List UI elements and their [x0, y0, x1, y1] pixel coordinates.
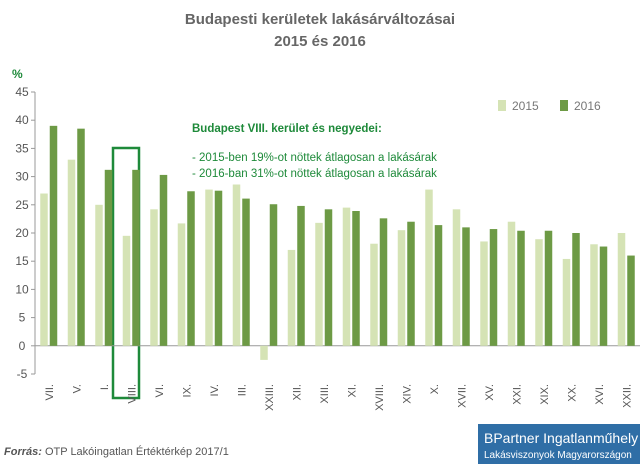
annotation-title: Budapest VIII. kerület és negyedei:: [192, 123, 382, 135]
chart-subtitle: 2015 és 2016: [274, 33, 366, 50]
x-tick-label: I.: [99, 384, 111, 390]
bar: [462, 227, 470, 346]
x-tick-label: XVII.: [456, 384, 468, 408]
x-tick-label: III.: [236, 384, 248, 396]
source: Forrás: OTP Lakóingatlan Értéktérkép 201…: [4, 445, 229, 458]
bar: [242, 198, 250, 346]
x-tick-label: XI.: [346, 384, 358, 397]
y-tick-label: -5: [17, 367, 28, 381]
x-tick-label: XVI.: [594, 384, 606, 405]
x-tick-label: V.: [71, 384, 83, 393]
bar: [617, 233, 626, 346]
bar: [407, 221, 415, 346]
bar: [49, 125, 58, 346]
bar: [627, 255, 635, 346]
bar: [260, 345, 268, 360]
bar: [297, 205, 305, 346]
y-tick-label: 45: [15, 85, 29, 99]
bar: [562, 258, 571, 346]
bar: [590, 244, 598, 346]
x-tick-label: X.: [429, 384, 441, 394]
bar: [104, 169, 113, 346]
bar: [434, 225, 443, 346]
legend-label: 2015: [512, 99, 539, 113]
bar: [379, 218, 388, 346]
bar: [425, 189, 433, 346]
y-tick-label: 25: [15, 198, 29, 212]
bar: [315, 222, 323, 346]
logo-tagline: Lakásviszonyok Magyarországon: [484, 450, 632, 461]
x-tick-label: XXII.: [621, 384, 633, 408]
source-label: Forrás:: [4, 446, 42, 458]
bar: [177, 223, 186, 346]
y-tick-label: 5: [19, 311, 26, 325]
bar: [187, 191, 195, 346]
bar: [67, 159, 76, 346]
bar: [572, 233, 580, 346]
bar: [517, 230, 525, 346]
bar: [269, 204, 278, 346]
y-tick-label: 0: [19, 339, 26, 353]
bar: [150, 209, 158, 346]
bar: [40, 193, 48, 346]
logo-box: [478, 424, 640, 464]
legend-label: 2016: [574, 99, 601, 113]
y-tick-label: 20: [15, 226, 29, 240]
source-text: OTP Lakóingatlan Értéktérkép 2017/1: [45, 445, 229, 458]
bar: [397, 230, 406, 346]
bar: [342, 207, 351, 346]
x-tick-label: VII.: [44, 384, 56, 401]
bar: [452, 209, 461, 346]
bar: [535, 239, 543, 346]
x-tick-label: XXIII.: [264, 384, 276, 411]
y-tick-label: 40: [15, 113, 29, 127]
bar: [544, 230, 553, 346]
y-tick-label: 30: [15, 170, 29, 184]
y-tick-label: 10: [15, 282, 29, 296]
x-tick-label: XIX.: [539, 384, 551, 405]
bar: [599, 246, 608, 346]
y-axis-label: %: [12, 67, 23, 81]
x-tick-label: IV.: [209, 384, 221, 396]
bar: [370, 243, 378, 346]
x-tick-label: VI.: [154, 384, 166, 397]
legend-swatch: [498, 100, 506, 111]
bar: [507, 221, 516, 346]
bar: [480, 241, 488, 346]
chart-title: Budapesti kerületek lakásárváltozásai: [185, 11, 455, 28]
bar: [95, 204, 103, 346]
x-tick-label: XX.: [566, 384, 578, 402]
x-tick-label: XXI.: [511, 384, 523, 405]
y-tick-label: 35: [15, 141, 29, 155]
x-tick-label: IX.: [181, 384, 193, 397]
bar: [324, 209, 333, 346]
legend-swatch: [560, 100, 568, 111]
bar: [77, 128, 85, 346]
bar: [352, 211, 360, 346]
annotation-line: - 2016-ban 31%-ot nöttek átlagosan a lak…: [192, 168, 437, 180]
annotation-line: - 2015-ben 19%-ot nöttek átlagosan a lak…: [192, 152, 437, 164]
bar: [205, 189, 213, 346]
bar: [214, 190, 223, 346]
bar: [132, 169, 140, 346]
x-tick-label: VIII.: [126, 384, 138, 404]
x-tick-label: XVIII.: [374, 384, 386, 411]
bar: [232, 184, 241, 346]
bar: [122, 235, 131, 346]
bar: [287, 249, 296, 346]
bar: [159, 174, 168, 346]
bar: [489, 229, 498, 346]
x-tick-label: XV.: [484, 384, 496, 401]
x-tick-label: XII.: [291, 384, 303, 401]
x-tick-label: XIV.: [401, 384, 413, 404]
y-tick-label: 15: [15, 254, 29, 268]
logo-name: BPartner Ingatlanműhely: [484, 430, 638, 446]
x-tick-label: XIII.: [319, 384, 331, 404]
